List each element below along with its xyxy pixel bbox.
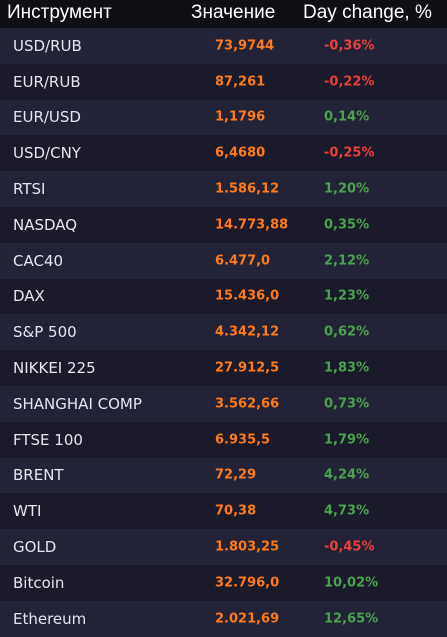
table-row[interactable]: EUR/USD 1,1796 0,14% xyxy=(0,99,447,136)
instrument-value: 3.562,66 xyxy=(215,396,280,412)
instrument-value: 32.796,0 xyxy=(215,575,280,591)
table-row[interactable]: Bitcoin 32.796,0 10,02% xyxy=(0,564,447,601)
instrument-value: 27.912,5 xyxy=(215,360,280,376)
day-change-value: 0,35% xyxy=(324,217,370,233)
instrument-name: NASDAQ xyxy=(13,215,78,234)
instrument-name: DAX xyxy=(13,287,45,306)
table-row[interactable]: USD/CNY 6,4680 -0,25% xyxy=(0,135,447,172)
instrument-value: 1.586,12 xyxy=(215,181,280,197)
instrument-value: 87,261 xyxy=(215,74,266,90)
table-row[interactable]: WTI 70,38 4,73% xyxy=(0,493,447,530)
day-change-value: 1,20% xyxy=(324,181,370,197)
instrument-name: GOLD xyxy=(13,538,57,557)
instrument-value: 70,38 xyxy=(215,503,257,519)
day-change-value: 2,12% xyxy=(324,253,370,269)
instrument-value: 72,29 xyxy=(215,467,257,483)
day-change-value: 12,65% xyxy=(324,611,379,627)
day-change-value: -0,36% xyxy=(324,38,375,54)
instrument-name: Ethereum xyxy=(13,609,87,628)
instrument-name: BRENT xyxy=(13,466,64,485)
instrument-value: 15.436,0 xyxy=(215,288,280,304)
table-row[interactable]: FTSE 100 6.935,5 1,79% xyxy=(0,421,447,458)
column-header-instrument: Инструмент xyxy=(7,2,112,23)
instrument-name: CAC40 xyxy=(13,251,64,270)
instrument-value: 1,1796 xyxy=(215,109,266,125)
table-row[interactable]: BRENT 72,29 4,24% xyxy=(0,457,447,494)
table-row[interactable]: CAC40 6.477,0 2,12% xyxy=(0,242,447,279)
column-header-day-change: Day change, % xyxy=(303,2,432,23)
instrument-value: 4.342,12 xyxy=(215,324,280,340)
instrument-name: S&P 500 xyxy=(13,323,77,342)
table-row[interactable]: SHANGHAI COMP 3.562,66 0,73% xyxy=(0,385,447,422)
instrument-name: NIKKEI 225 xyxy=(13,359,96,378)
instrument-name: EUR/USD xyxy=(13,108,81,127)
instrument-value: 1.803,25 xyxy=(215,539,280,555)
instrument-name: USD/RUB xyxy=(13,36,82,55)
quotes-table-body: USD/RUB 73,9744 -0,36% EUR/RUB 87,261 -0,22% E… xyxy=(0,28,447,637)
table-row[interactable]: NASDAQ 14.773,88 0,35% xyxy=(0,206,447,243)
table-row[interactable]: DAX 15.436,0 1,23% xyxy=(0,278,447,315)
instrument-name: EUR/RUB xyxy=(13,72,81,91)
day-change-value: 1,79% xyxy=(324,432,370,448)
instrument-name: WTI xyxy=(13,502,42,521)
instrument-name: RTSI xyxy=(13,180,46,199)
day-change-value: 4,73% xyxy=(324,503,370,519)
day-change-value: 0,14% xyxy=(324,109,370,125)
instrument-value: 6.477,0 xyxy=(215,253,271,269)
day-change-value: -0,22% xyxy=(324,74,375,90)
instrument-value: 6,4680 xyxy=(215,145,266,161)
day-change-value: 1,23% xyxy=(324,288,370,304)
table-row[interactable]: USD/RUB 73,9744 -0,36% xyxy=(0,28,447,64)
day-change-value: 0,62% xyxy=(324,324,370,340)
day-change-value: 4,24% xyxy=(324,467,370,483)
table-row[interactable]: EUR/RUB 87,261 -0,22% xyxy=(0,63,447,100)
instrument-name: USD/CNY xyxy=(13,144,81,163)
table-row[interactable]: Ethereum 2.021,69 12,65% xyxy=(0,600,447,637)
table-row[interactable]: S&P 500 4.342,12 0,62% xyxy=(0,314,447,351)
instrument-value: 2.021,69 xyxy=(215,611,280,627)
table-row[interactable]: NIKKEI 225 27.912,5 1,83% xyxy=(0,350,447,386)
day-change-value: -0,45% xyxy=(324,539,375,555)
instrument-name: Bitcoin xyxy=(13,573,65,592)
instrument-value: 14.773,88 xyxy=(215,217,289,233)
day-change-value: 0,73% xyxy=(324,396,370,412)
instrument-name: SHANGHAI COMP xyxy=(13,394,142,413)
instrument-name: FTSE 100 xyxy=(13,430,83,449)
column-header-value: Значение xyxy=(191,2,276,23)
table-header: Инструмент Значение Day change, % xyxy=(0,0,447,28)
day-change-value: 10,02% xyxy=(324,575,379,591)
instrument-value: 73,9744 xyxy=(215,38,275,54)
instrument-value: 6.935,5 xyxy=(215,432,271,448)
table-row[interactable]: GOLD 1.803,25 -0,45% xyxy=(0,529,447,565)
day-change-value: -0,25% xyxy=(324,145,375,161)
table-row[interactable]: RTSI 1.586,12 1,20% xyxy=(0,171,447,207)
day-change-value: 1,83% xyxy=(324,360,370,376)
